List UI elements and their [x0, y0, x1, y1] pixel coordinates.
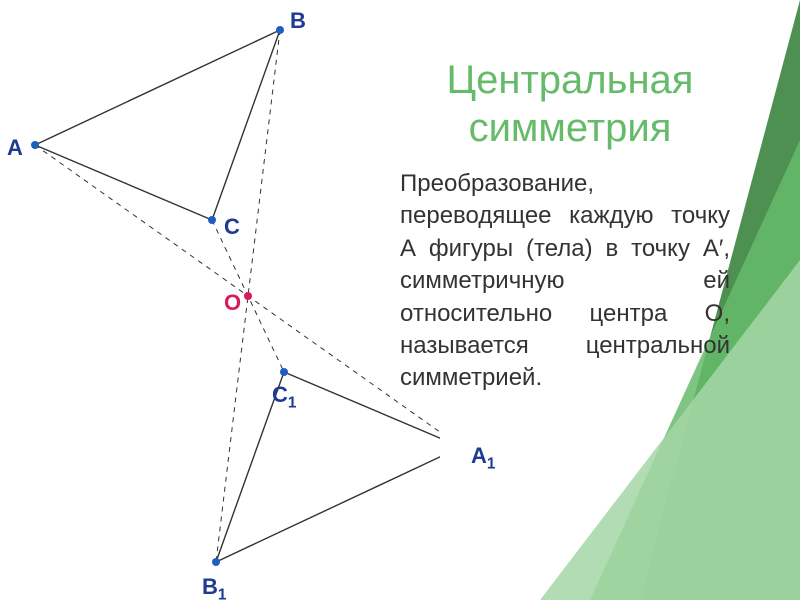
point-C1 — [280, 368, 288, 376]
label-A: A — [7, 135, 23, 161]
point-O — [244, 292, 252, 300]
label-B: B — [290, 8, 306, 34]
definition-text: Преобразование, переводящее каждую точку… — [400, 168, 730, 395]
label-C1: C1 — [272, 382, 296, 412]
slide-title: Центральная симметрия — [400, 56, 740, 152]
point-B — [276, 26, 284, 34]
label-A1: A1 — [471, 443, 495, 473]
point-A — [31, 141, 39, 149]
label-C: C — [224, 214, 240, 240]
edge-A1-B1 — [216, 447, 440, 562]
point-C — [208, 216, 216, 224]
geometry-diagram — [0, 0, 440, 600]
label-O: O — [224, 290, 241, 316]
edge-C1-A1 — [284, 372, 440, 447]
edge-B-C — [212, 30, 280, 220]
label-B1: B1 — [202, 574, 226, 600]
point-B1 — [212, 558, 220, 566]
edge-C-A — [35, 145, 212, 220]
slide: Центральная симметрия Преобразование, пе… — [0, 0, 800, 600]
edge-A-B — [35, 30, 280, 145]
